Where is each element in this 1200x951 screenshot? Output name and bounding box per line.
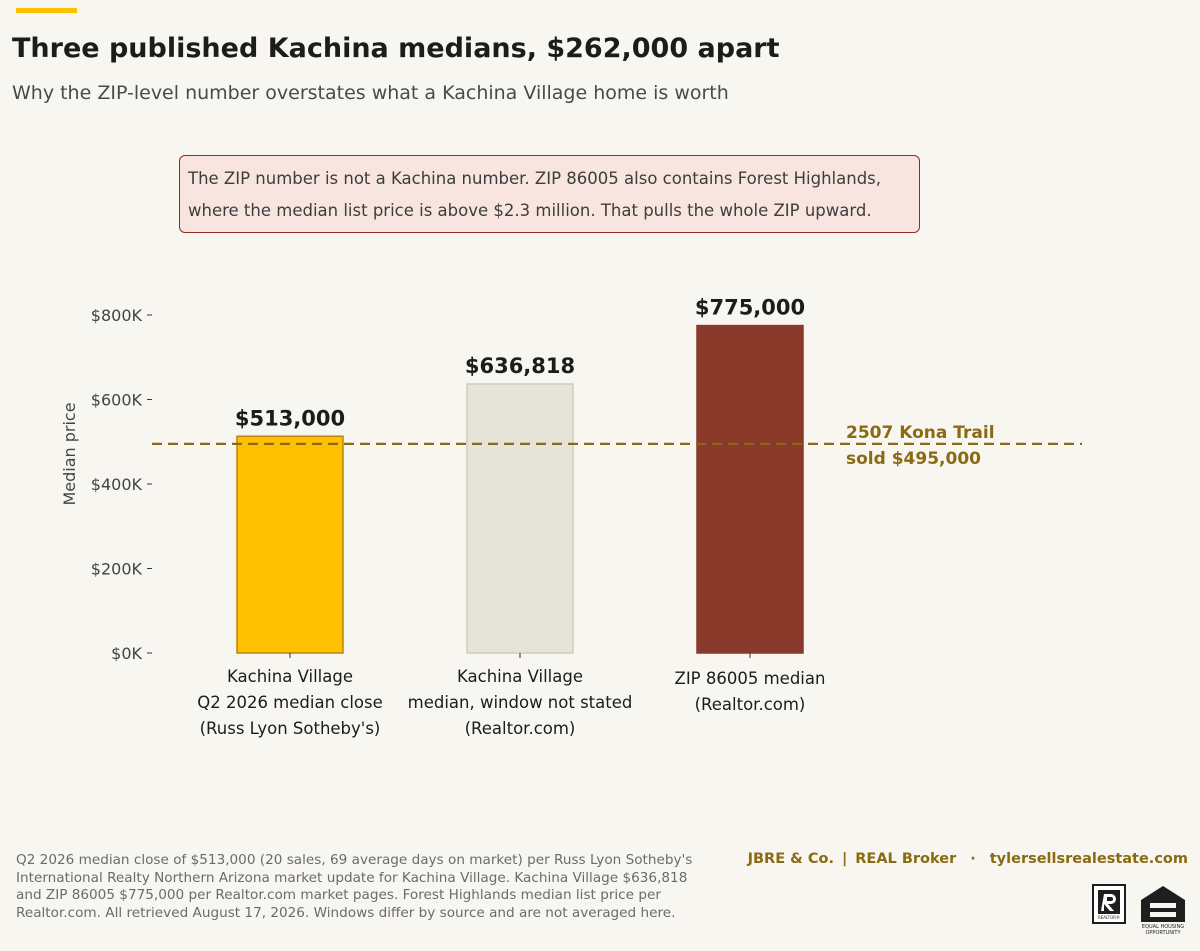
brand-name: JBRE & Co. [747,851,834,867]
source-footnote: Q2 2026 median close of $513,000 (20 sal… [16,852,693,921]
accent-bar [16,8,77,13]
x-tick-label: (Realtor.com) [465,719,576,738]
x-tick-label: Kachina Village [457,667,583,686]
brokerage-name: REAL Broker [855,851,957,867]
y-axis: $0K $200K $400K $600K $800K Median price [60,306,152,663]
callout-line-1: The ZIP number is not a Kachina number. … [188,169,882,188]
equal-housing-icon: EQUAL HOUSING OPPORTUNITY [1138,884,1188,936]
y-tick-label: $0K [111,644,142,663]
callout-line-2: where the median list price is above $2.… [188,201,872,220]
x-tick-label: ZIP 86005 median [675,669,826,688]
website-link[interactable]: tylersellsrealestate.com [989,851,1188,867]
bar-value-label: $636,818 [465,354,575,378]
y-tick-label: $800K [91,306,143,325]
realtor-logo-icon: REALTOR® [1092,884,1126,924]
x-axis-labels: Kachina Village Q2 2026 median close (Russ… [197,653,825,738]
bar-value-label: $775,000 [695,296,805,320]
eho-text-1: EQUAL HOUSING [1142,924,1184,930]
y-tick-label: $200K [91,560,143,579]
y-tick-label: $400K [91,475,143,494]
bar-1 [236,435,344,654]
brand-separator: | [841,851,848,867]
bar-2 [466,383,574,654]
realtor-badge-text: REALTOR® [1098,915,1120,920]
x-tick-label: median, window not stated [408,693,633,712]
y-axis-label: Median price [60,402,79,505]
x-tick-label: (Realtor.com) [695,695,806,714]
x-tick-label: Kachina Village [227,667,353,686]
x-tick-label: Q2 2026 median close [197,693,383,712]
callout-box: The ZIP number is not a Kachina number. … [179,155,920,233]
compliance-badges: REALTOR® EQUAL HOUSING OPPORTUNITY [1092,884,1188,936]
brand-dot-separator: · [970,851,976,867]
bar-value-label: $513,000 [235,406,345,430]
chart-title: Three published Kachina medians, $262,00… [12,33,780,64]
eho-text-2: OPPORTUNITY [1145,930,1181,936]
reference-line-group: 2507 Kona Trail sold $495,000 [152,423,1082,469]
y-tick-label: $600K [91,391,143,410]
reference-label-line-2: sold $495,000 [846,449,981,469]
bar-3 [696,324,804,654]
chart-subtitle: Why the ZIP-level number overstates what… [12,82,729,104]
brand-line: JBRE & Co. | REAL Broker · tylersellsrealest… [748,851,1188,867]
bars: $513,000 $636,818 $775,000 [235,296,805,654]
reference-label-line-1: 2507 Kona Trail [846,423,995,443]
bar-chart: $0K $200K $400K $600K $800K Median price $513… [60,296,1082,738]
x-tick-label: (Russ Lyon Sotheby's) [200,719,381,738]
